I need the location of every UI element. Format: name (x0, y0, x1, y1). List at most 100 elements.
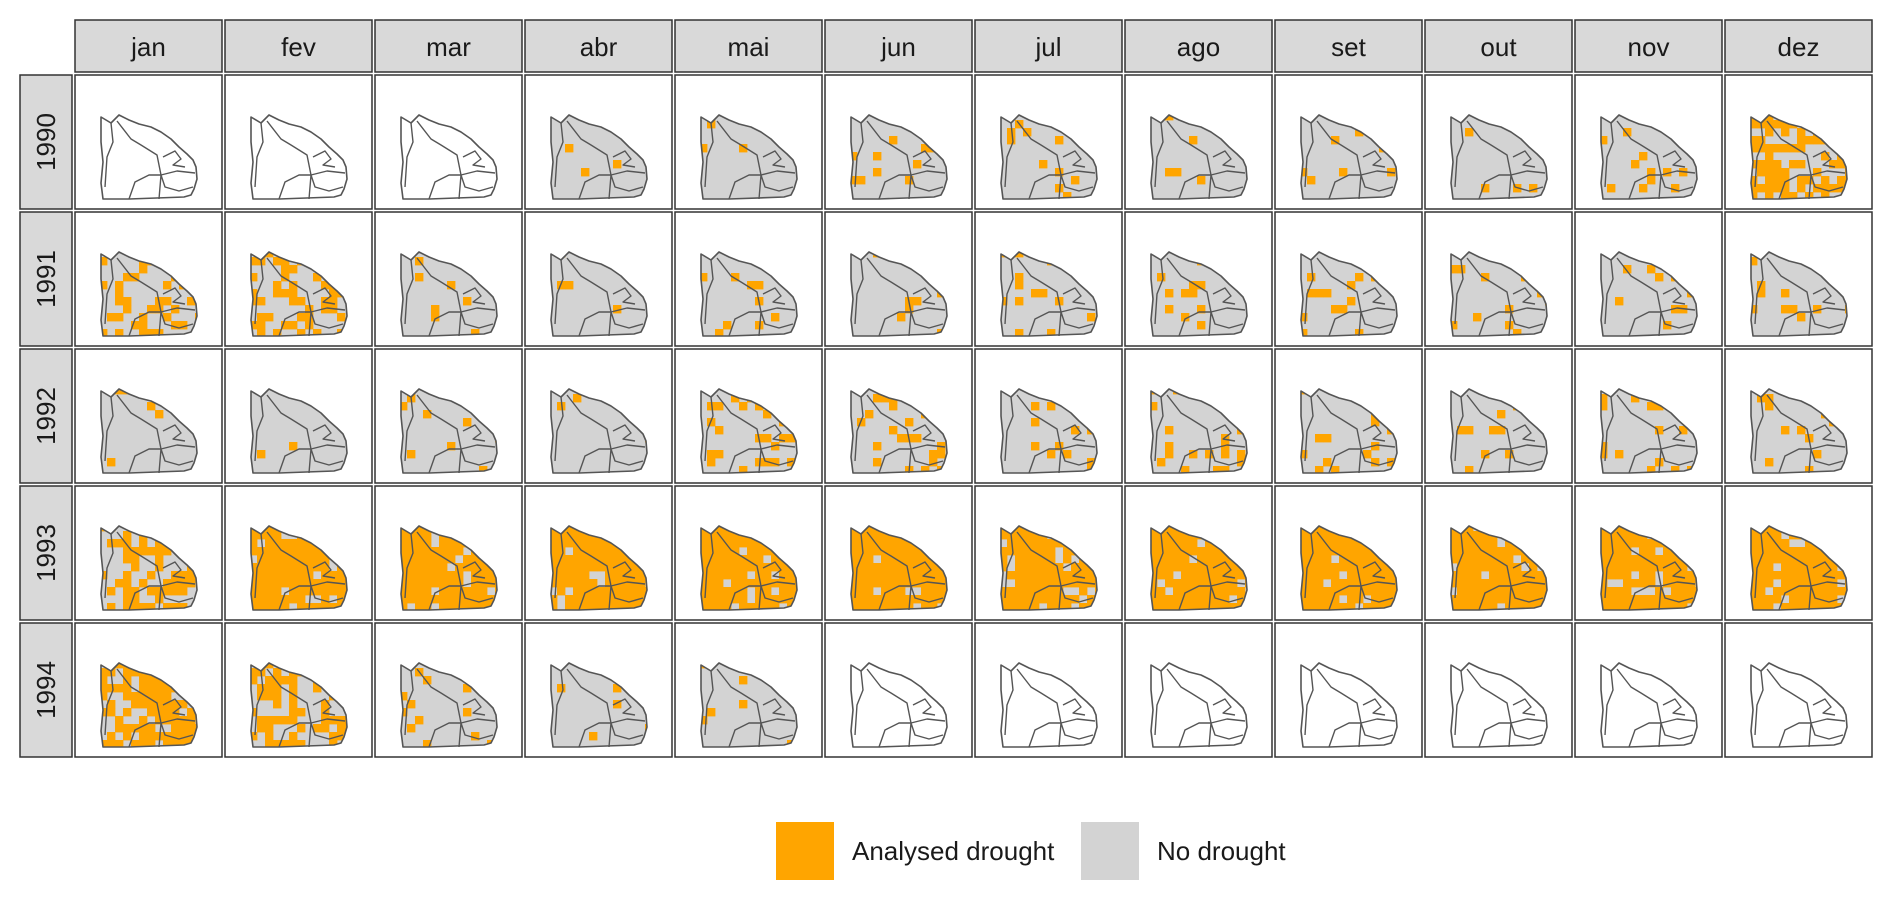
drought-cell (1623, 539, 1632, 548)
drought-cell (1821, 184, 1830, 193)
month-label: jul (1034, 32, 1061, 62)
drought-cell (1497, 571, 1506, 580)
drought-cell (551, 555, 558, 564)
drought-cell (551, 603, 558, 610)
drought-cell (265, 676, 274, 685)
drought-cell (1181, 587, 1190, 596)
drought-cell (139, 603, 148, 610)
panel-1993-jan (74, 485, 223, 621)
month-strip-fev (224, 19, 373, 73)
drought-cell (1173, 579, 1182, 588)
state-borders (1304, 668, 1396, 748)
drought-cell (589, 555, 598, 564)
drought-cell (557, 571, 566, 580)
drought-cell (1387, 587, 1396, 596)
drought-cell (1797, 563, 1806, 572)
drought-cell (1229, 563, 1238, 572)
drought-cell (1781, 168, 1790, 177)
drought-cell (1165, 579, 1174, 588)
drought-cell (731, 531, 740, 540)
drought-cell (289, 700, 298, 709)
drought-cell (1497, 587, 1506, 596)
drought-cell (1165, 305, 1174, 314)
drought-cell (1165, 526, 1174, 532)
region-map (1150, 388, 1248, 474)
drought-cell (1765, 571, 1774, 580)
drought-cell (415, 526, 424, 532)
drought-cell (1521, 555, 1530, 564)
drought-cell (147, 708, 156, 717)
drought-cell (1039, 595, 1048, 604)
drought-cell (163, 313, 172, 322)
drought-cell (447, 603, 456, 610)
drought-cell (1181, 595, 1190, 604)
drought-cell (251, 257, 258, 266)
drought-cell (1339, 587, 1348, 596)
drought-cell (565, 563, 574, 572)
year-strip-1990 (19, 74, 73, 210)
drought-cell (1001, 297, 1008, 306)
panel-1994-dez (1724, 622, 1873, 758)
drought-cell (251, 321, 258, 330)
drought-cell (297, 579, 306, 588)
drought-cell (281, 289, 290, 298)
drought-cell (1631, 563, 1640, 572)
drought-cell (463, 418, 472, 427)
drought-cell (747, 547, 756, 556)
drought-cell (265, 547, 274, 556)
drought-cell (1015, 555, 1024, 564)
drought-cell (1465, 547, 1474, 556)
drought-cell (755, 281, 764, 290)
drought-cell (1647, 595, 1656, 604)
drought-cell (1015, 526, 1024, 532)
state-borders (1004, 394, 1096, 474)
drought-cell (1781, 539, 1790, 548)
drought-cell (565, 571, 574, 580)
drought-cell (889, 603, 898, 610)
drought-cell (115, 289, 124, 298)
legend-label-no-drought: No drought (1157, 836, 1286, 866)
panel-1991-mai (674, 211, 823, 347)
grid-cells (1151, 389, 1247, 473)
drought-cell (1331, 539, 1340, 548)
drought-cell (723, 321, 732, 330)
drought-cell (873, 394, 882, 403)
drought-cell (1647, 547, 1656, 556)
drought-cell (423, 563, 432, 572)
drought-cell (1371, 587, 1380, 596)
drought-cell (431, 571, 440, 580)
drought-cell (179, 321, 188, 330)
drought-cell (1751, 555, 1758, 564)
drought-cell (1165, 547, 1174, 556)
drought-cell (1221, 579, 1230, 588)
panel-1990-dez (1724, 74, 1873, 210)
drought-cell (1663, 571, 1672, 580)
drought-cell (107, 684, 116, 693)
drought-cell (257, 724, 266, 733)
drought-cell (881, 531, 890, 540)
state-borders (1604, 531, 1696, 611)
drought-cell (739, 587, 748, 596)
drought-cell (565, 281, 574, 290)
drought-cell (273, 555, 282, 564)
drought-cell (187, 297, 196, 306)
drought-cell (597, 603, 606, 610)
drought-cell (905, 555, 914, 564)
drought-cell (289, 740, 298, 747)
drought-cell (1797, 313, 1806, 322)
drought-cell (415, 547, 424, 556)
drought-cell (1355, 273, 1364, 282)
drought-cell (1071, 579, 1080, 588)
drought-cell (265, 571, 274, 580)
drought-cell (731, 547, 740, 556)
region-outline (400, 388, 498, 474)
drought-cell (1821, 192, 1830, 199)
drought-cell (1189, 450, 1198, 459)
drought-cell (701, 603, 708, 610)
drought-cell (431, 579, 440, 588)
panel-1993-mar (374, 485, 523, 621)
drought-cell (187, 708, 196, 717)
drought-cell (139, 321, 148, 330)
drought-cell (297, 603, 306, 610)
region-outline (100, 525, 198, 611)
